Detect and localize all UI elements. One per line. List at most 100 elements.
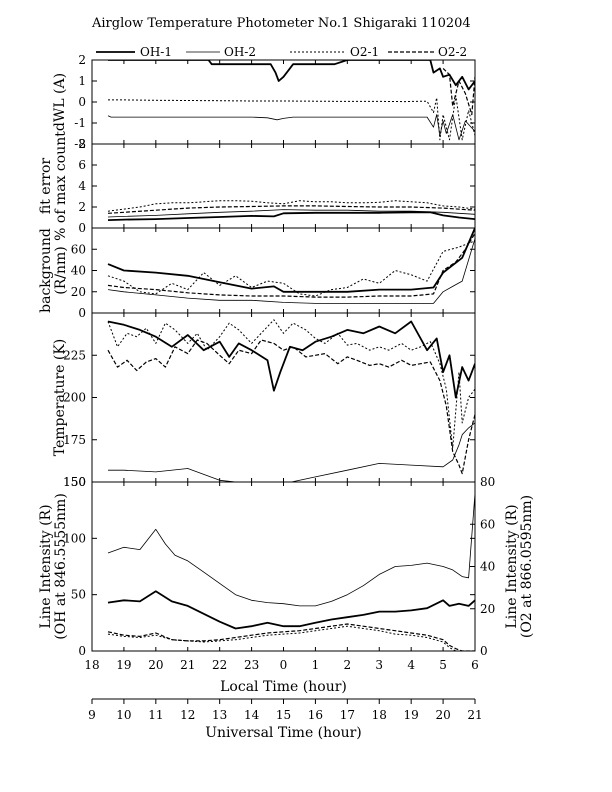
local-time-tick-label: 2 [344,658,352,672]
y-axis-label: Temperature (K) [52,339,68,457]
y-tick-label: 175 [63,433,86,447]
series-line-oh-2 [107,493,475,607]
y2-tick-label: 80 [480,475,495,489]
local-time-tick-label: 6 [471,658,479,672]
local-time-tick-label: 4 [407,658,415,672]
y-tick-label: 100 [63,531,86,545]
y-tick-label: 8 [78,137,86,151]
series-line-o2-2 [442,67,475,116]
legend-label-oh2: OH-2 [224,45,256,59]
ut-tick-label: 20 [435,708,450,722]
y-tick-label: 150 [63,475,86,489]
series-line-o2-2 [107,339,475,475]
y-tick-label: 225 [63,348,86,362]
legend-label-o21: O2-1 [350,45,379,59]
ut-axis-label: Universal Time (hour) [205,725,362,741]
ut-tick-label: 13 [212,708,227,722]
local-time-axis-label: Local Time (hour) [220,679,347,695]
ut-tick-label: 18 [372,708,387,722]
series-group [107,493,475,651]
y-tick-label: 0 [78,95,86,109]
y-tick-label: 2 [78,53,86,67]
series-group [107,200,475,221]
panel-frame [91,59,476,145]
series-line-o2-2 [107,623,475,651]
series-line-oh-1 [107,320,475,399]
series-line-o2-2 [107,205,475,214]
ut-tick-label: 19 [404,708,419,722]
series-group [107,319,475,482]
y-tick-label: -1 [74,116,86,130]
ut-tick-label: 11 [148,708,163,722]
y-tick-label: 60 [71,242,86,256]
series-line-oh-1 [107,228,475,293]
y2-tick-label: 40 [480,560,495,574]
series-line-oh-1 [108,60,475,91]
local-time-tick-label: 23 [244,658,259,672]
series-line-oh-1 [107,211,475,221]
y-tick-label: 0 [78,306,86,320]
y-axis-label: % of max count [53,131,69,241]
series-line-o2-1 [107,240,475,297]
panel-0: -2 -1 0 1 2 dWL (A) [52,53,476,151]
series-line-o2-1 [107,319,475,449]
y-tick-label: 0 [78,221,86,235]
series-line-o2-1 [107,200,475,212]
y2-tick-label: 0 [480,644,488,658]
ut-tick-label: 14 [244,708,260,722]
panel-1: 0 2 4 6 8 fit error% of max count [38,131,476,241]
ut-tick-label: 16 [308,708,323,722]
legend-label-o22: O2-2 [438,45,467,59]
series-line-o2-1 [107,625,459,651]
series-line-oh-2 [107,238,475,304]
series-line-o2-1 [108,95,475,141]
local-time-tick-label: 0 [280,658,288,672]
local-time-tick-label: 22 [212,658,227,672]
ut-tick-label: 12 [180,708,195,722]
series-line-oh-1 [107,590,475,630]
series-line-oh-2 [108,422,475,482]
y-tick-label: 40 [71,264,86,278]
local-time-tick-label: 5 [439,658,447,672]
y2-tick-label: 60 [480,517,495,531]
series-group [107,60,475,141]
y2-tick-label: 20 [480,602,495,616]
local-time-tick-label: 1 [312,658,320,672]
local-time-tick-label: 21 [180,658,195,672]
y-tick-label: 6 [78,158,86,172]
ut-tick-label: 21 [467,708,482,722]
chart-title: Airglow Temperature Photometer No.1 Shig… [91,16,471,31]
panel-frame [91,312,476,483]
series-group [107,228,475,304]
y-axis-label: (R/nm) [53,246,69,294]
ut-tick-label: 9 [88,708,96,722]
panel-frame [91,227,476,314]
y-tick-label: 150 [63,475,86,489]
y-axis-label: Line Intensity (R) [38,504,54,628]
y-tick-label: 4 [78,179,86,193]
y-tick-label: 2 [78,200,86,214]
y-axis-label: background [38,228,54,313]
y-axis-label: dWL (A) [52,73,68,131]
y-tick-label: 1 [78,74,86,88]
y-tick-label: 20 [71,285,86,299]
panel-2: 0 20 40 60 background (R/nm) [38,227,476,320]
y-tick-label: 200 [63,391,86,405]
y2-axis-label: Line Intensity (R) [504,504,520,628]
y-axis-label: (OH at 846.5555nm) [53,493,69,640]
y-tick-label: 0 [78,644,86,658]
ut-tick-label: 10 [116,708,131,722]
legend-label-oh1: OH-1 [140,45,172,59]
y-tick-label: -2 [74,137,86,151]
local-time-tick-label: 20 [148,658,163,672]
local-time-tick-label: 3 [375,658,383,672]
local-time-tick-label: 18 [84,658,99,672]
series-line-oh-2 [107,209,475,218]
y-axis-label: fit error [38,158,54,215]
series-line-o2-2 [107,232,475,298]
legend: OH-1 OH-2 O2-1 O2-2 [96,45,467,59]
ut-tick-label: 17 [340,708,355,722]
